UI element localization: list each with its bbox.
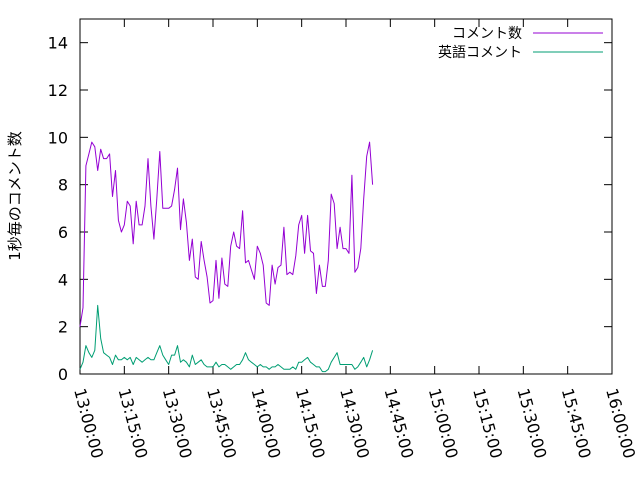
x-tick-label: 14:00:00 (247, 386, 284, 460)
y-tick-label: 8 (58, 176, 68, 195)
series-line-1 (79, 304, 374, 373)
x-tick-label: 14:15:00 (292, 386, 329, 460)
series-line-0 (79, 141, 374, 327)
y-tick-label: 6 (58, 223, 68, 242)
x-tick-label: 15:15:00 (469, 386, 506, 460)
y-axis: 0 2 4 6 8 10 12 14 (48, 34, 612, 384)
legend-label-1: 英語コメント (438, 44, 522, 61)
x-tick-label: 15:30:00 (513, 386, 550, 460)
x-tick-label: 16:00:00 (602, 386, 639, 460)
series-lines (79, 141, 374, 373)
y-tick-label: 12 (48, 81, 68, 100)
y-tick-label: 10 (48, 128, 68, 147)
y-tick-label: 14 (48, 34, 68, 53)
plot-frame (79, 18, 613, 375)
x-axis: 13:00:00 13:15:00 13:30:00 13:45:00 14:00:00… (70, 19, 639, 460)
x-tick-label: 13:45:00 (203, 386, 240, 460)
y-tick-label: 0 (58, 365, 68, 384)
y-tick-label: 2 (58, 318, 68, 337)
x-tick-label: 13:00:00 (70, 386, 107, 460)
x-tick-label: 15:45:00 (558, 386, 595, 460)
x-tick-label: 14:30:00 (336, 386, 373, 460)
legend-label-0: コメント数 (452, 26, 522, 42)
x-tick-label: 14:45:00 (380, 386, 417, 460)
x-tick-label: 13:30:00 (159, 386, 196, 460)
y-axis-label: 1秒毎のコメント数 (6, 131, 24, 261)
x-tick-label: 15:00:00 (425, 386, 462, 460)
y-tick-label: 4 (58, 270, 68, 289)
x-tick-label: 13:15:00 (114, 386, 151, 460)
